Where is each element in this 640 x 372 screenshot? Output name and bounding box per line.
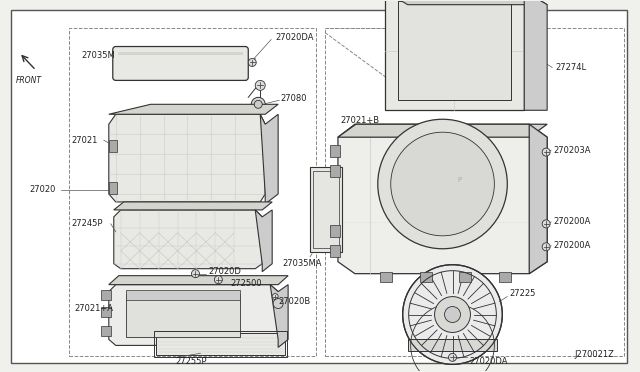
Text: 27080: 27080 [280,94,307,103]
Polygon shape [385,0,547,5]
Polygon shape [270,285,288,347]
Text: 27035MA: 27035MA [282,259,322,268]
Bar [397,1,511,100]
Polygon shape [529,124,547,274]
Text: 27020: 27020 [29,186,56,195]
Text: 27274L: 27274L [555,63,586,72]
Text: 27021+B: 27021+B [340,116,379,125]
Circle shape [248,58,256,67]
Text: J270021Z: J270021Z [574,350,614,359]
Text: P: P [458,177,461,183]
Polygon shape [109,104,278,114]
Circle shape [272,294,278,299]
Polygon shape [109,285,278,346]
Bar [101,290,111,299]
Text: 270203A: 270203A [553,145,591,155]
Circle shape [378,119,508,249]
Text: 27020D: 27020D [209,267,241,276]
Bar [330,245,340,257]
Text: 27021: 27021 [71,136,97,145]
Polygon shape [524,0,547,110]
Polygon shape [338,124,547,137]
Bar [325,28,624,356]
Text: 27021+A: 27021+A [74,304,113,313]
Bar [109,140,116,152]
Bar [125,294,240,337]
Text: 27020DA: 27020DA [275,33,314,42]
Bar [499,272,511,282]
Bar [118,51,243,55]
Bar [460,272,472,282]
Bar [69,28,316,356]
Circle shape [542,220,550,228]
Text: 27035M: 27035M [81,51,115,60]
Circle shape [391,132,494,236]
Bar [313,171,339,248]
Circle shape [542,148,550,156]
Bar [380,272,392,282]
Circle shape [403,265,502,364]
Bar [420,272,431,282]
Circle shape [252,97,265,111]
Text: 27020B: 27020B [278,297,310,306]
Circle shape [214,276,222,283]
Circle shape [191,270,200,278]
FancyBboxPatch shape [113,46,248,80]
Bar [101,307,111,317]
Bar [154,331,287,357]
Bar [101,327,111,336]
Bar [109,182,116,194]
Bar [330,165,340,177]
Text: FRONT: FRONT [16,76,42,86]
Text: 27255P: 27255P [175,357,207,366]
Text: 27225: 27225 [509,289,536,298]
Polygon shape [114,210,262,269]
Bar [125,290,240,299]
Circle shape [435,296,470,333]
Circle shape [542,243,550,251]
Polygon shape [109,114,265,202]
Bar [330,145,340,157]
Circle shape [254,100,262,108]
Bar [330,225,340,237]
Circle shape [255,80,265,90]
Bar [385,0,524,110]
Polygon shape [109,276,288,285]
Text: 270200A: 270200A [553,241,591,250]
Circle shape [445,307,460,323]
Text: 27020DA: 27020DA [469,357,508,366]
Circle shape [449,353,456,361]
Bar [408,339,497,352]
Polygon shape [338,124,547,274]
Bar [310,167,342,252]
Circle shape [273,299,283,308]
Polygon shape [114,202,272,210]
Polygon shape [255,210,272,272]
Bar [156,333,285,355]
Text: 27245P: 27245P [71,219,102,228]
Text: 272500: 272500 [230,279,262,288]
Text: 270200A: 270200A [553,217,591,227]
Polygon shape [260,114,278,204]
